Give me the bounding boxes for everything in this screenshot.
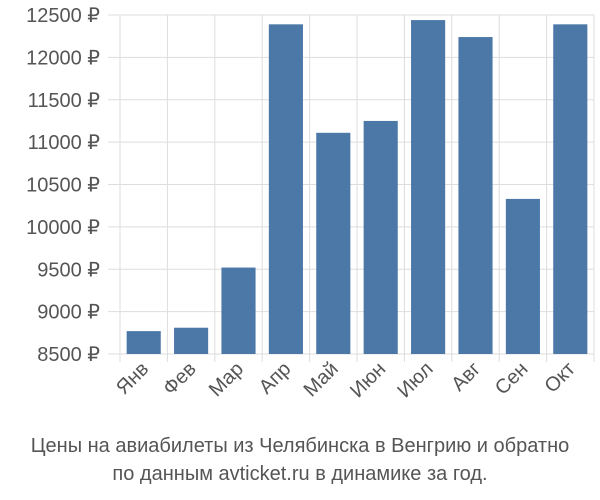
bar xyxy=(505,198,540,354)
bar xyxy=(363,120,398,354)
x-tick-label: Янв xyxy=(112,358,153,399)
x-tick-label: Сен xyxy=(491,358,532,399)
y-tick-label: 12000 ₽ xyxy=(26,47,100,69)
chart-caption-line-1: Цены на авиабилеты из Челябинска в Венгр… xyxy=(30,435,570,457)
y-tick-label: 11000 ₽ xyxy=(28,132,101,154)
y-tick-label: 11500 ₽ xyxy=(28,90,101,112)
x-tick-label: Июл xyxy=(393,358,437,402)
x-axis: Янв Фев Мар Апр Май Июн Июл Авг Сен Окт xyxy=(112,358,580,402)
bar-chart: 8500 ₽ 9000 ₽ 9500 ₽ 10000 ₽ 10500 ₽ 11000 ₽ 1… xyxy=(26,5,595,402)
x-tick-label: Окт xyxy=(540,358,579,397)
bar xyxy=(553,24,588,354)
bar xyxy=(316,132,351,354)
chart-caption-line-2: по данным avticket.ru в динамике за год. xyxy=(112,463,488,485)
x-tick-label: Мар xyxy=(205,358,248,401)
y-axis: 8500 ₽ 9000 ₽ 9500 ₽ 10000 ₽ 10500 ₽ 11000 ₽ 1… xyxy=(26,5,100,366)
grid-layer xyxy=(108,14,595,362)
y-tick-label: 12500 ₽ xyxy=(26,5,100,27)
y-tick-label: 9500 ₽ xyxy=(37,259,100,281)
bar xyxy=(174,327,209,354)
bar xyxy=(411,20,446,355)
y-tick-label: 8500 ₽ xyxy=(37,344,100,366)
x-tick-label: Апр xyxy=(255,358,296,399)
y-tick-label: 10500 ₽ xyxy=(26,175,100,197)
y-tick-label: 10000 ₽ xyxy=(26,217,100,239)
y-tick-label: 9000 ₽ xyxy=(37,302,100,324)
bar-layer xyxy=(126,20,588,355)
bar xyxy=(268,24,303,354)
x-tick-label: Фев xyxy=(159,358,201,400)
bar xyxy=(221,267,256,354)
x-tick-label: Авг xyxy=(447,358,485,396)
x-tick-label: Май xyxy=(300,358,343,401)
x-tick-label: Июн xyxy=(346,358,390,402)
bar xyxy=(126,331,161,354)
bar xyxy=(458,37,493,354)
